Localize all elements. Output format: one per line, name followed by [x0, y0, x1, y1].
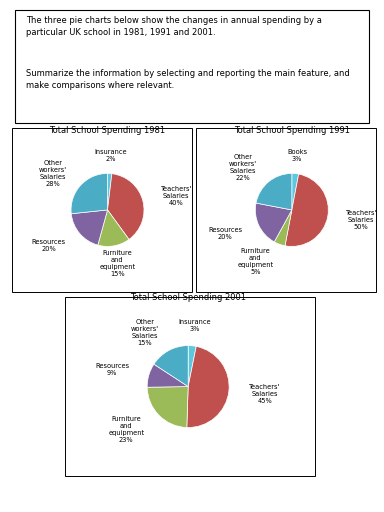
Text: Furniture
and
equipment
5%: Furniture and equipment 5% — [237, 248, 273, 275]
Text: Books
3%: Books 3% — [287, 149, 307, 162]
Wedge shape — [71, 210, 108, 245]
Text: The three pie charts below show the changes in annual spending by a
particular U: The three pie charts below show the chan… — [26, 16, 322, 37]
Text: Resources
20%: Resources 20% — [31, 239, 66, 252]
Wedge shape — [274, 210, 292, 246]
Wedge shape — [71, 174, 108, 214]
Text: Summarize the information by selecting and reporting the main feature, and
make : Summarize the information by selecting a… — [26, 69, 350, 90]
FancyBboxPatch shape — [65, 297, 315, 476]
Wedge shape — [108, 174, 144, 240]
Wedge shape — [187, 347, 229, 428]
Text: Other
workers'
Salaries
28%: Other workers' Salaries 28% — [39, 160, 67, 187]
Wedge shape — [98, 210, 129, 246]
Title: Total School Spending 2001: Total School Spending 2001 — [130, 293, 246, 303]
Wedge shape — [154, 346, 188, 387]
Text: Resources
9%: Resources 9% — [95, 363, 129, 376]
FancyBboxPatch shape — [12, 128, 192, 292]
Wedge shape — [188, 346, 196, 387]
Wedge shape — [285, 174, 328, 246]
Title: Total School Spending 1981: Total School Spending 1981 — [50, 126, 166, 135]
Text: Teachers'
Salaries
40%: Teachers' Salaries 40% — [161, 186, 192, 206]
Wedge shape — [147, 387, 188, 428]
Wedge shape — [292, 174, 299, 210]
Title: Total School Spending 1991: Total School Spending 1991 — [234, 126, 350, 135]
Wedge shape — [256, 174, 292, 210]
Text: Furniture
and
equipment
15%: Furniture and equipment 15% — [99, 250, 135, 278]
Text: Insurance
3%: Insurance 3% — [178, 319, 210, 332]
Wedge shape — [147, 364, 188, 387]
Wedge shape — [255, 203, 292, 242]
FancyBboxPatch shape — [15, 10, 369, 123]
Text: Other
workers'
Salaries
22%: Other workers' Salaries 22% — [229, 154, 257, 181]
Text: Insurance
2%: Insurance 2% — [94, 149, 127, 162]
Text: Teachers'
Salaries
50%: Teachers' Salaries 50% — [346, 210, 377, 230]
Text: Furniture
and
equipment
23%: Furniture and equipment 23% — [108, 416, 144, 443]
Text: Teachers'
Salaries
45%: Teachers' Salaries 45% — [249, 383, 281, 403]
FancyBboxPatch shape — [196, 128, 376, 292]
Text: Other
workers'
Salaries
15%: Other workers' Salaries 15% — [131, 319, 159, 346]
Wedge shape — [108, 174, 112, 210]
Text: Resources
20%: Resources 20% — [208, 227, 242, 240]
